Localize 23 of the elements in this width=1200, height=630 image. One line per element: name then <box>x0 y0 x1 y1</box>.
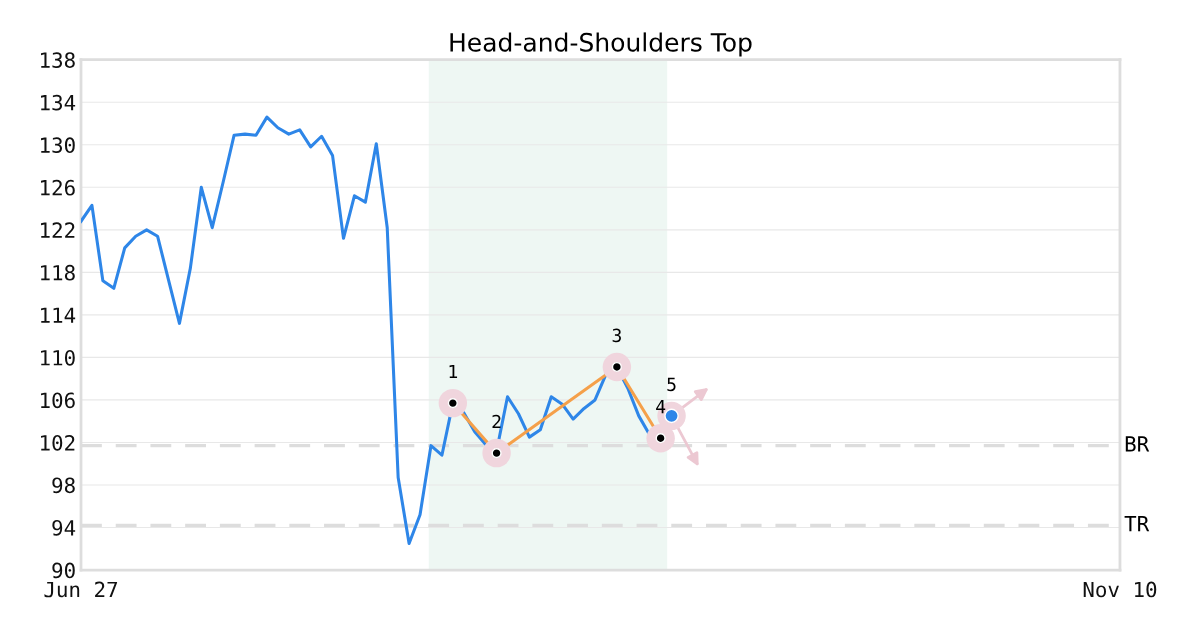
y-tick-label: 106 <box>41 392 75 409</box>
y-tick-label: 98 <box>52 477 75 494</box>
y-tick-label: 94 <box>52 520 76 536</box>
y-tick-label: 126 <box>41 179 75 196</box>
y-tick-label: 134 <box>41 94 76 111</box>
y-tick-label: 122 <box>41 222 75 238</box>
y-tick-label: 138 <box>41 52 75 68</box>
y-tick-label: 102 <box>41 434 75 451</box>
x-tick-label: Nov 10 <box>1083 581 1157 598</box>
y-tick-label: 90 <box>52 562 75 579</box>
annotation: 1 <box>449 364 458 379</box>
annotation: 5 <box>667 377 676 392</box>
ref-line-label: BR <box>1125 436 1150 452</box>
y-tick-label: 130 <box>41 137 75 154</box>
x-tick-label: Jun 27 <box>44 581 118 598</box>
chart-title: Head-and-Shoulders Top <box>450 32 752 57</box>
ref-line-label: TR <box>1124 515 1150 532</box>
annotation: 2 <box>492 414 501 429</box>
annotation: 4 <box>656 400 666 414</box>
y-tick-label: 118 <box>41 264 75 281</box>
y-tick-label: 114 <box>41 307 76 323</box>
annotation: 3 <box>612 328 621 343</box>
y-tick-label: 110 <box>41 349 75 366</box>
